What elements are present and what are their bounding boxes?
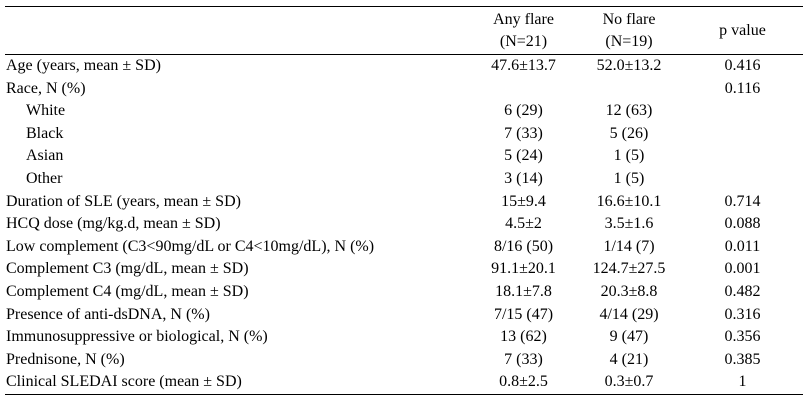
cell-no-flare: 9 (47) — [609, 328, 649, 346]
cell-no-flare — [576, 78, 682, 101]
table-row: White 6 (29) 12 (63) — [5, 100, 803, 123]
row-label: Age (years, mean ± SD) — [6, 57, 161, 74]
row-label: Black — [26, 124, 64, 142]
header-any-flare: Any flare (N=21) — [471, 6, 576, 55]
cell-p-value: 0.714 — [724, 192, 761, 210]
cell-p-value: 0.001 — [724, 260, 761, 278]
cell-p-value: 0.356 — [724, 328, 761, 346]
cell-any-flare: 91.1±20.1 — [491, 260, 556, 278]
table-row: Clinical SLEDAI score (mean ± SD) 0.8±2.5… — [5, 371, 803, 395]
cell-any-flare: 15±9.4 — [501, 192, 546, 210]
cell-any-flare: 18.1±7.8 — [495, 282, 552, 300]
table-row: Age (years, mean ± SD) 47.6±13.7 52.0±13.2… — [5, 55, 803, 78]
row-label: Asian — [26, 147, 64, 165]
cell-any-flare: 7/15 (47) — [493, 305, 554, 323]
characteristics-table-container: Any flare (N=21) No flare (N=19) p value… — [5, 6, 803, 395]
row-label: Complement C4 (mg/dL, mean ± SD) — [6, 282, 249, 300]
table-row: Black 7 (33) 5 (26) — [5, 123, 803, 146]
row-label: Duration of SLE (years, mean ± SD) — [6, 192, 241, 210]
table-header: Any flare (N=21) No flare (N=19) p value — [5, 6, 803, 55]
cell-p-value: 0.116 — [724, 79, 761, 97]
row-label: HCQ dose (mg/kg.d, mean ± SD) — [6, 215, 221, 233]
header-any-flare-count: (N=21) — [499, 33, 548, 50]
table-row: Duration of SLE (years, mean ± SD) 15±9.4… — [5, 191, 803, 214]
cell-any-flare: 47.6±13.7 — [491, 57, 556, 74]
cell-no-flare: 12 (63) — [605, 102, 653, 120]
cell-any-flare: 5 (24) — [504, 147, 543, 165]
table-row: Other 3 (14) 1 (5) — [5, 168, 803, 191]
table-row: Presence of anti-dsDNA, N (%) 7/15 (47) 4/… — [5, 304, 803, 327]
cell-p-value — [682, 145, 803, 168]
header-any-flare-title: Any flare — [493, 11, 554, 28]
row-label: Race, N (%) — [6, 79, 86, 97]
cell-any-flare: 6 (29) — [504, 102, 543, 120]
row-label: Clinical SLEDAI score (mean ± SD) — [5, 371, 471, 395]
row-label: Other — [26, 169, 63, 187]
cell-any-flare: 0.8±2.5 — [471, 371, 576, 395]
cell-no-flare: 5 (26) — [609, 124, 649, 142]
cell-p-value — [682, 123, 803, 146]
table-row: Asian 5 (24) 1 (5) — [5, 145, 803, 168]
cell-no-flare: 4/14 (29) — [599, 305, 659, 323]
header-p-value: p value — [682, 6, 803, 55]
cell-any-flare: 8/16 (50) — [493, 237, 554, 255]
table-row: Complement C4 (mg/dL, mean ± SD) 18.1±7.8… — [5, 281, 803, 304]
cell-no-flare: 16.6±10.1 — [596, 192, 662, 210]
header-no-flare-count: (N=19) — [605, 33, 653, 50]
cell-any-flare: 3 (14) — [504, 169, 543, 187]
cell-no-flare: 0.3±0.7 — [576, 371, 682, 395]
table-row: Low complement (C3<90mg/dL or C4<10mg/dL… — [5, 236, 803, 259]
cell-p-value: 1 — [682, 371, 803, 395]
cell-any-flare: 7 (33) — [504, 124, 543, 142]
header-no-flare: No flare (N=19) — [576, 6, 682, 55]
cell-no-flare: 52.0±13.2 — [596, 57, 662, 74]
table-row: HCQ dose (mg/kg.d, mean ± SD) 4.5±2 3.5±1.… — [5, 213, 803, 236]
cell-no-flare: 3.5±1.6 — [604, 215, 654, 233]
cell-p-value — [682, 100, 803, 123]
cell-p-value: 0.088 — [724, 215, 761, 233]
cell-p-value: 0.416 — [724, 57, 761, 74]
cell-no-flare: 20.3±8.8 — [600, 282, 658, 300]
cell-any-flare: 7 (33) — [504, 350, 543, 368]
cell-p-value: 0.316 — [724, 305, 761, 323]
table-row: Immunosuppressive or biological, N (%) 13… — [5, 326, 803, 349]
row-label: Prednisone, N (%) — [6, 350, 125, 368]
table-row: Complement C3 (mg/dL, mean ± SD) 91.1±20.… — [5, 258, 803, 281]
cell-no-flare: 4 (21) — [609, 350, 649, 368]
header-label-cell — [5, 6, 471, 55]
cell-any-flare — [471, 78, 576, 101]
row-label: Complement C3 (mg/dL, mean ± SD) — [6, 260, 249, 278]
cell-p-value: 0.482 — [724, 282, 761, 300]
cell-p-value: 0.011 — [724, 237, 761, 255]
cell-p-value — [682, 168, 803, 191]
cell-p-value: 0.385 — [724, 350, 761, 368]
cell-no-flare: 124.7±27.5 — [592, 260, 666, 278]
header-row: Any flare (N=21) No flare (N=19) p value — [5, 6, 803, 55]
row-label: Presence of anti-dsDNA, N (%) — [6, 305, 210, 323]
table-body: Age (years, mean ± SD) 47.6±13.7 52.0±13.2… — [5, 55, 803, 395]
cell-no-flare: 1 (5) — [613, 147, 645, 165]
cell-no-flare: 1 (5) — [613, 169, 645, 187]
header-no-flare-title: No flare — [602, 11, 656, 28]
row-label: White — [26, 102, 66, 120]
table-row: Prednisone, N (%) 7 (33) 4 (21) 0.385 — [5, 349, 803, 372]
characteristics-table: Any flare (N=21) No flare (N=19) p value… — [5, 6, 803, 395]
table-row: Race, N (%) 0.116 — [5, 78, 803, 101]
row-label: Low complement (C3<90mg/dL or C4<10mg/dL… — [6, 237, 375, 255]
cell-no-flare: 1/14 (7) — [603, 237, 655, 255]
cell-any-flare: 13 (62) — [500, 328, 547, 346]
row-label: Immunosuppressive or biological, N (%) — [6, 328, 268, 346]
cell-any-flare: 4.5±2 — [505, 215, 542, 233]
